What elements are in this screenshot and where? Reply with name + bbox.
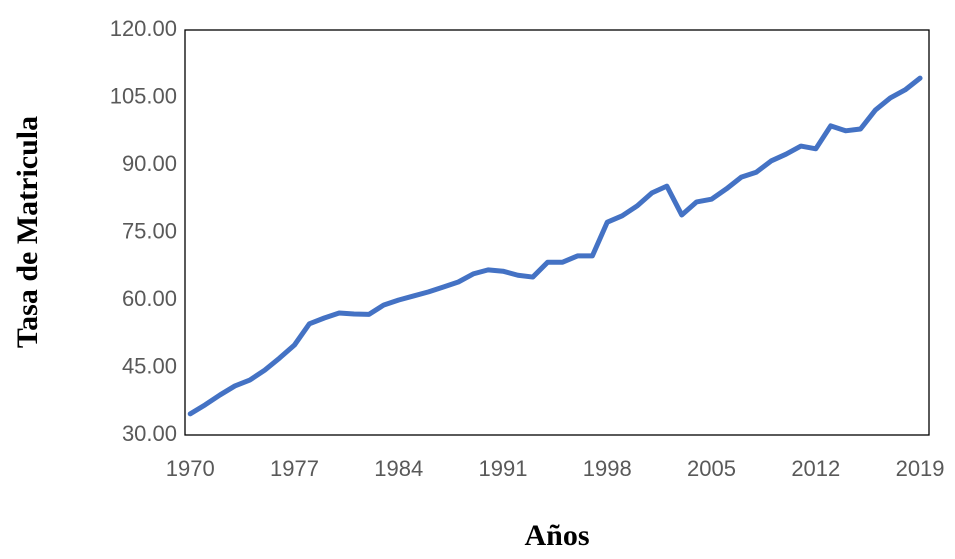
y-tick-label: 45.00 <box>122 353 177 378</box>
x-axis-title: Años <box>524 519 589 552</box>
y-tick-label: 75.00 <box>122 218 177 243</box>
x-tick-label: 2019 <box>896 456 945 481</box>
y-tick-label: 60.00 <box>122 286 177 311</box>
x-tick-label: 1998 <box>583 456 632 481</box>
y-tick-label: 120.00 <box>110 16 177 41</box>
y-tick-label: 105.00 <box>110 83 177 108</box>
x-tick-label: 1977 <box>270 456 319 481</box>
y-axis-title: Tasa de Matricula <box>11 116 44 348</box>
x-tick-label: 2012 <box>791 456 840 481</box>
y-tick-label: 90.00 <box>122 151 177 176</box>
x-tick-label: 1970 <box>166 456 215 481</box>
x-tick-label: 2005 <box>687 456 736 481</box>
x-tick-label: 1984 <box>374 456 423 481</box>
plot-frame <box>184 29 930 436</box>
y-tick-label: 30.00 <box>122 421 177 446</box>
x-tick-label: 1991 <box>479 456 528 481</box>
data-line <box>187 75 923 417</box>
